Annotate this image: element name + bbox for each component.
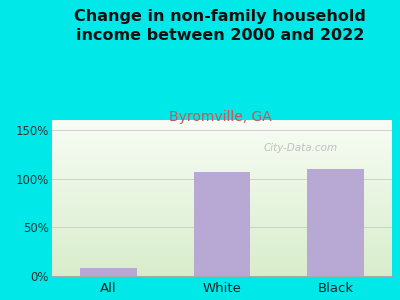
Bar: [80, 268, 137, 276]
Bar: [194, 172, 250, 276]
Text: Byromville, GA: Byromville, GA: [169, 110, 271, 124]
Bar: [307, 169, 364, 276]
Text: Change in non-family household
income between 2000 and 2022: Change in non-family household income be…: [74, 9, 366, 43]
Text: City-Data.com: City-Data.com: [263, 143, 337, 153]
